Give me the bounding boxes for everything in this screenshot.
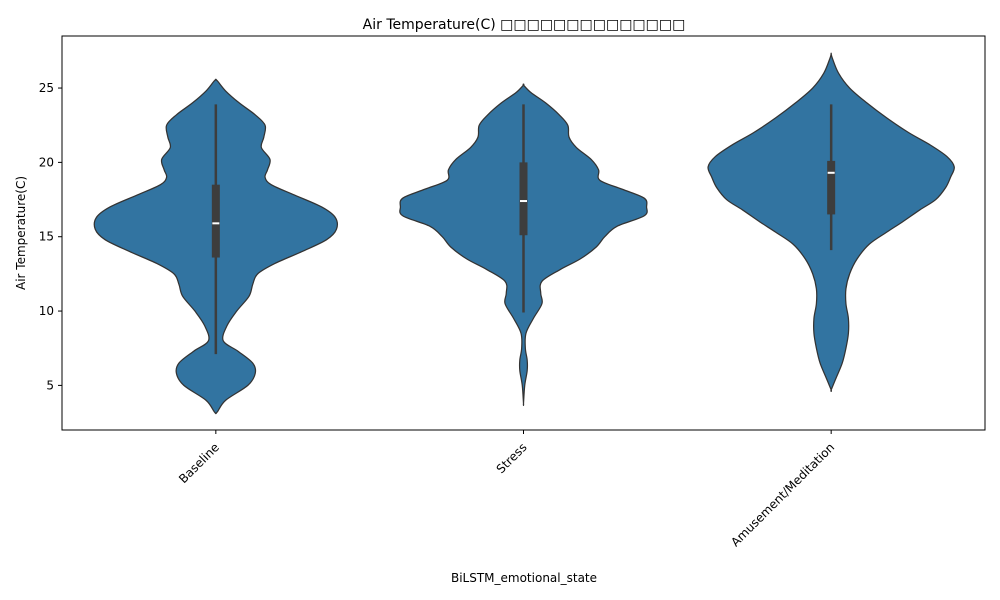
x-axis: Baseline Stress Amusement/Meditation xyxy=(176,430,837,549)
y-tick-label: 20 xyxy=(39,155,54,169)
y-axis: 5 10 15 20 25 xyxy=(39,81,62,392)
x-tick-label: Baseline xyxy=(176,440,222,486)
violin-iqr-box xyxy=(827,160,836,215)
violin-iqr-box xyxy=(211,184,220,258)
y-tick-label: 25 xyxy=(39,81,54,95)
y-tick-label: 5 xyxy=(46,378,54,392)
x-axis-label: BiLSTM_emotional_state xyxy=(451,571,597,585)
x-tick-label: Stress xyxy=(494,440,530,476)
y-tick-label: 15 xyxy=(39,230,54,244)
plot-area xyxy=(93,52,955,415)
y-tick-label: 10 xyxy=(39,304,54,318)
violin-group xyxy=(93,78,338,415)
y-axis-label: Air Temperature(C) xyxy=(14,176,28,290)
chart-title: Air Temperature(C) □□□□□□□□□□□□□□ xyxy=(363,17,686,33)
x-tick-label: Amusement/Meditation xyxy=(728,440,837,549)
violin-iqr-box xyxy=(519,162,528,236)
violin-group xyxy=(707,52,955,392)
violin-group xyxy=(399,83,648,407)
